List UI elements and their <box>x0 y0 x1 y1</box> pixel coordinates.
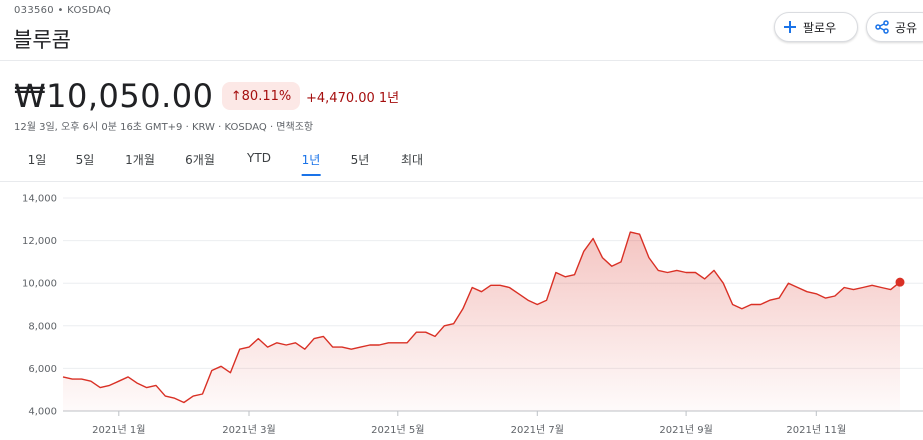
price-line <box>62 231 901 404</box>
share-label: 공유 <box>895 20 918 35</box>
range-tab[interactable]: 1일 <box>27 153 47 167</box>
chart: 4,000 6,000 8,000 10,000 12,000 14,000 2021년 1… <box>22 194 923 436</box>
range-tab[interactable]: 1개월 <box>125 153 155 167</box>
stock-name: 블루콤 <box>13 28 71 52</box>
follow-button[interactable]: 팔로우 <box>774 12 858 42</box>
y-tick-label: 8,000 <box>28 321 57 332</box>
end-dot <box>895 277 905 287</box>
range-tab[interactable]: 5일 <box>75 153 95 167</box>
y-tick-label: 6,000 <box>28 364 57 375</box>
y-tick-label: 14,000 <box>22 194 57 205</box>
x-tick-label: 2021년 1월 <box>92 424 145 436</box>
x-tick-label: 2021년 5월 <box>371 424 424 436</box>
share-icon <box>875 20 889 34</box>
range-tab[interactable]: 5년 <box>350 153 370 167</box>
divider <box>0 60 923 61</box>
range-tab[interactable]: 1년 <box>301 151 321 176</box>
follow-label: 팔로우 <box>803 20 837 35</box>
area-fill <box>63 232 900 411</box>
y-tick-label: 12,000 <box>22 236 57 247</box>
x-tick-label: 2021년 11월 <box>786 424 846 436</box>
divider <box>0 181 923 182</box>
change-value: +4,470.00 1년 <box>306 91 400 106</box>
y-tick-label: 10,000 <box>22 279 57 290</box>
quote-info: 12월 3일, 오후 6시 0분 16초 GMT+9 · KRW · KOSDA… <box>14 122 314 133</box>
change-percent: ↑80.11% <box>222 82 300 110</box>
x-tick-label: 2021년 3월 <box>222 424 275 436</box>
y-tick-label: 4,000 <box>28 407 57 418</box>
ticker: 033560 • KOSDAQ <box>14 5 112 16</box>
range-tab[interactable]: YTD <box>247 151 271 165</box>
x-tick-label: 2021년 9월 <box>659 424 712 436</box>
range-tab[interactable]: 6개월 <box>185 153 215 167</box>
price: ₩10,050.00 <box>14 77 214 115</box>
x-tick-label: 2021년 7월 <box>511 424 564 436</box>
share-button[interactable]: 공유 <box>866 12 923 42</box>
plus-icon <box>784 21 796 33</box>
range-tab[interactable]: 최대 <box>400 153 424 167</box>
